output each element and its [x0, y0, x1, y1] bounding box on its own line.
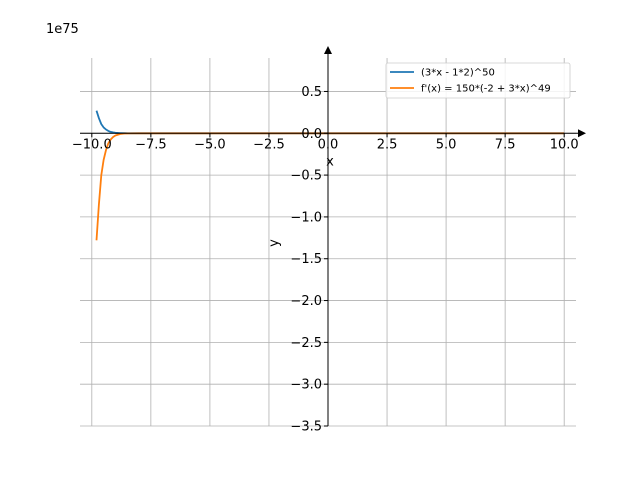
x-tick-label: 5.0 [436, 137, 457, 152]
series-line-1 [95, 110, 565, 135]
y-tick-label: −2.5 [290, 336, 322, 351]
ticks: −10.0 −7.5 −5.0 −2.5 0.0 2.5 5.0 7.5 10.0 0.5 0.0 −… [72, 85, 579, 435]
x-tick-label: −5.0 [194, 137, 226, 152]
x-axis-arrow-icon [578, 129, 586, 138]
x-tick-label: 0.0 [318, 137, 339, 152]
x-axis-label: x [326, 154, 334, 169]
x-tick-label: −7.5 [135, 137, 167, 152]
y-axis-label: y [267, 239, 282, 247]
x-tick-label: −2.5 [253, 137, 285, 152]
y-tick-label: 0.0 [301, 127, 322, 142]
y-axis-arrow-icon [324, 46, 332, 54]
y-tick-label: −3.5 [290, 420, 322, 435]
legend-label-series-1: (3*x - 1*2)^50 [421, 68, 495, 79]
axes [80, 46, 586, 426]
legend-label-series-2: f'(x) = 150*(-2 + 3*x)^49 [421, 84, 551, 95]
y-tick-label: −1.5 [290, 252, 322, 267]
series-layer [95, 110, 565, 241]
x-tick-label: 7.5 [495, 137, 516, 152]
x-tick-label: 2.5 [377, 137, 398, 152]
legend-box [385, 62, 571, 99]
y-tick-label: −3.0 [290, 378, 322, 393]
y-tick-label: −2.0 [290, 294, 322, 309]
y-axis-offset-text: 1e75 [46, 22, 79, 37]
legend: (3*x - 1*2)^50 f'(x) = 150*(-2 + 3*x)^49 [385, 62, 571, 99]
y-tick-label: −0.5 [290, 169, 322, 184]
x-tick-label: 10.0 [550, 137, 579, 152]
y-tick-label: −1.0 [290, 210, 322, 225]
y-tick-label: 0.5 [301, 85, 322, 100]
x-tick-label: −10.0 [72, 137, 112, 152]
